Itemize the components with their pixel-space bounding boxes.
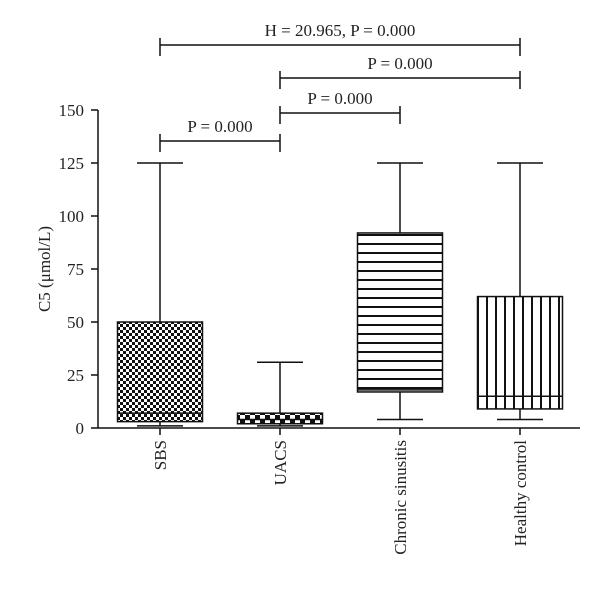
x-tick-label: Healthy control bbox=[511, 440, 530, 546]
y-tick-label: 0 bbox=[76, 419, 85, 438]
box bbox=[236, 412, 324, 425]
annotation: H = 20.965, P = 0.000 bbox=[265, 21, 416, 40]
box bbox=[476, 295, 564, 410]
y-tick-label: 100 bbox=[59, 207, 85, 226]
y-tick-label: 125 bbox=[59, 154, 85, 173]
box bbox=[356, 232, 444, 393]
annotation: P = 0.000 bbox=[367, 54, 432, 73]
y-tick-label: 50 bbox=[67, 313, 84, 332]
x-tick-label: SBS bbox=[151, 440, 170, 470]
x-tick-label: UACS bbox=[271, 440, 290, 485]
box bbox=[116, 321, 204, 423]
y-tick-label: 150 bbox=[59, 101, 85, 120]
y-tick-label: 25 bbox=[67, 366, 84, 385]
annotation: P = 0.000 bbox=[307, 89, 372, 108]
x-tick-label: Chronic sinusitis bbox=[391, 440, 410, 555]
y-tick-label: 75 bbox=[67, 260, 84, 279]
y-axis-label: C5 (μmol/L) bbox=[35, 226, 54, 312]
annotation: P = 0.000 bbox=[187, 117, 252, 136]
